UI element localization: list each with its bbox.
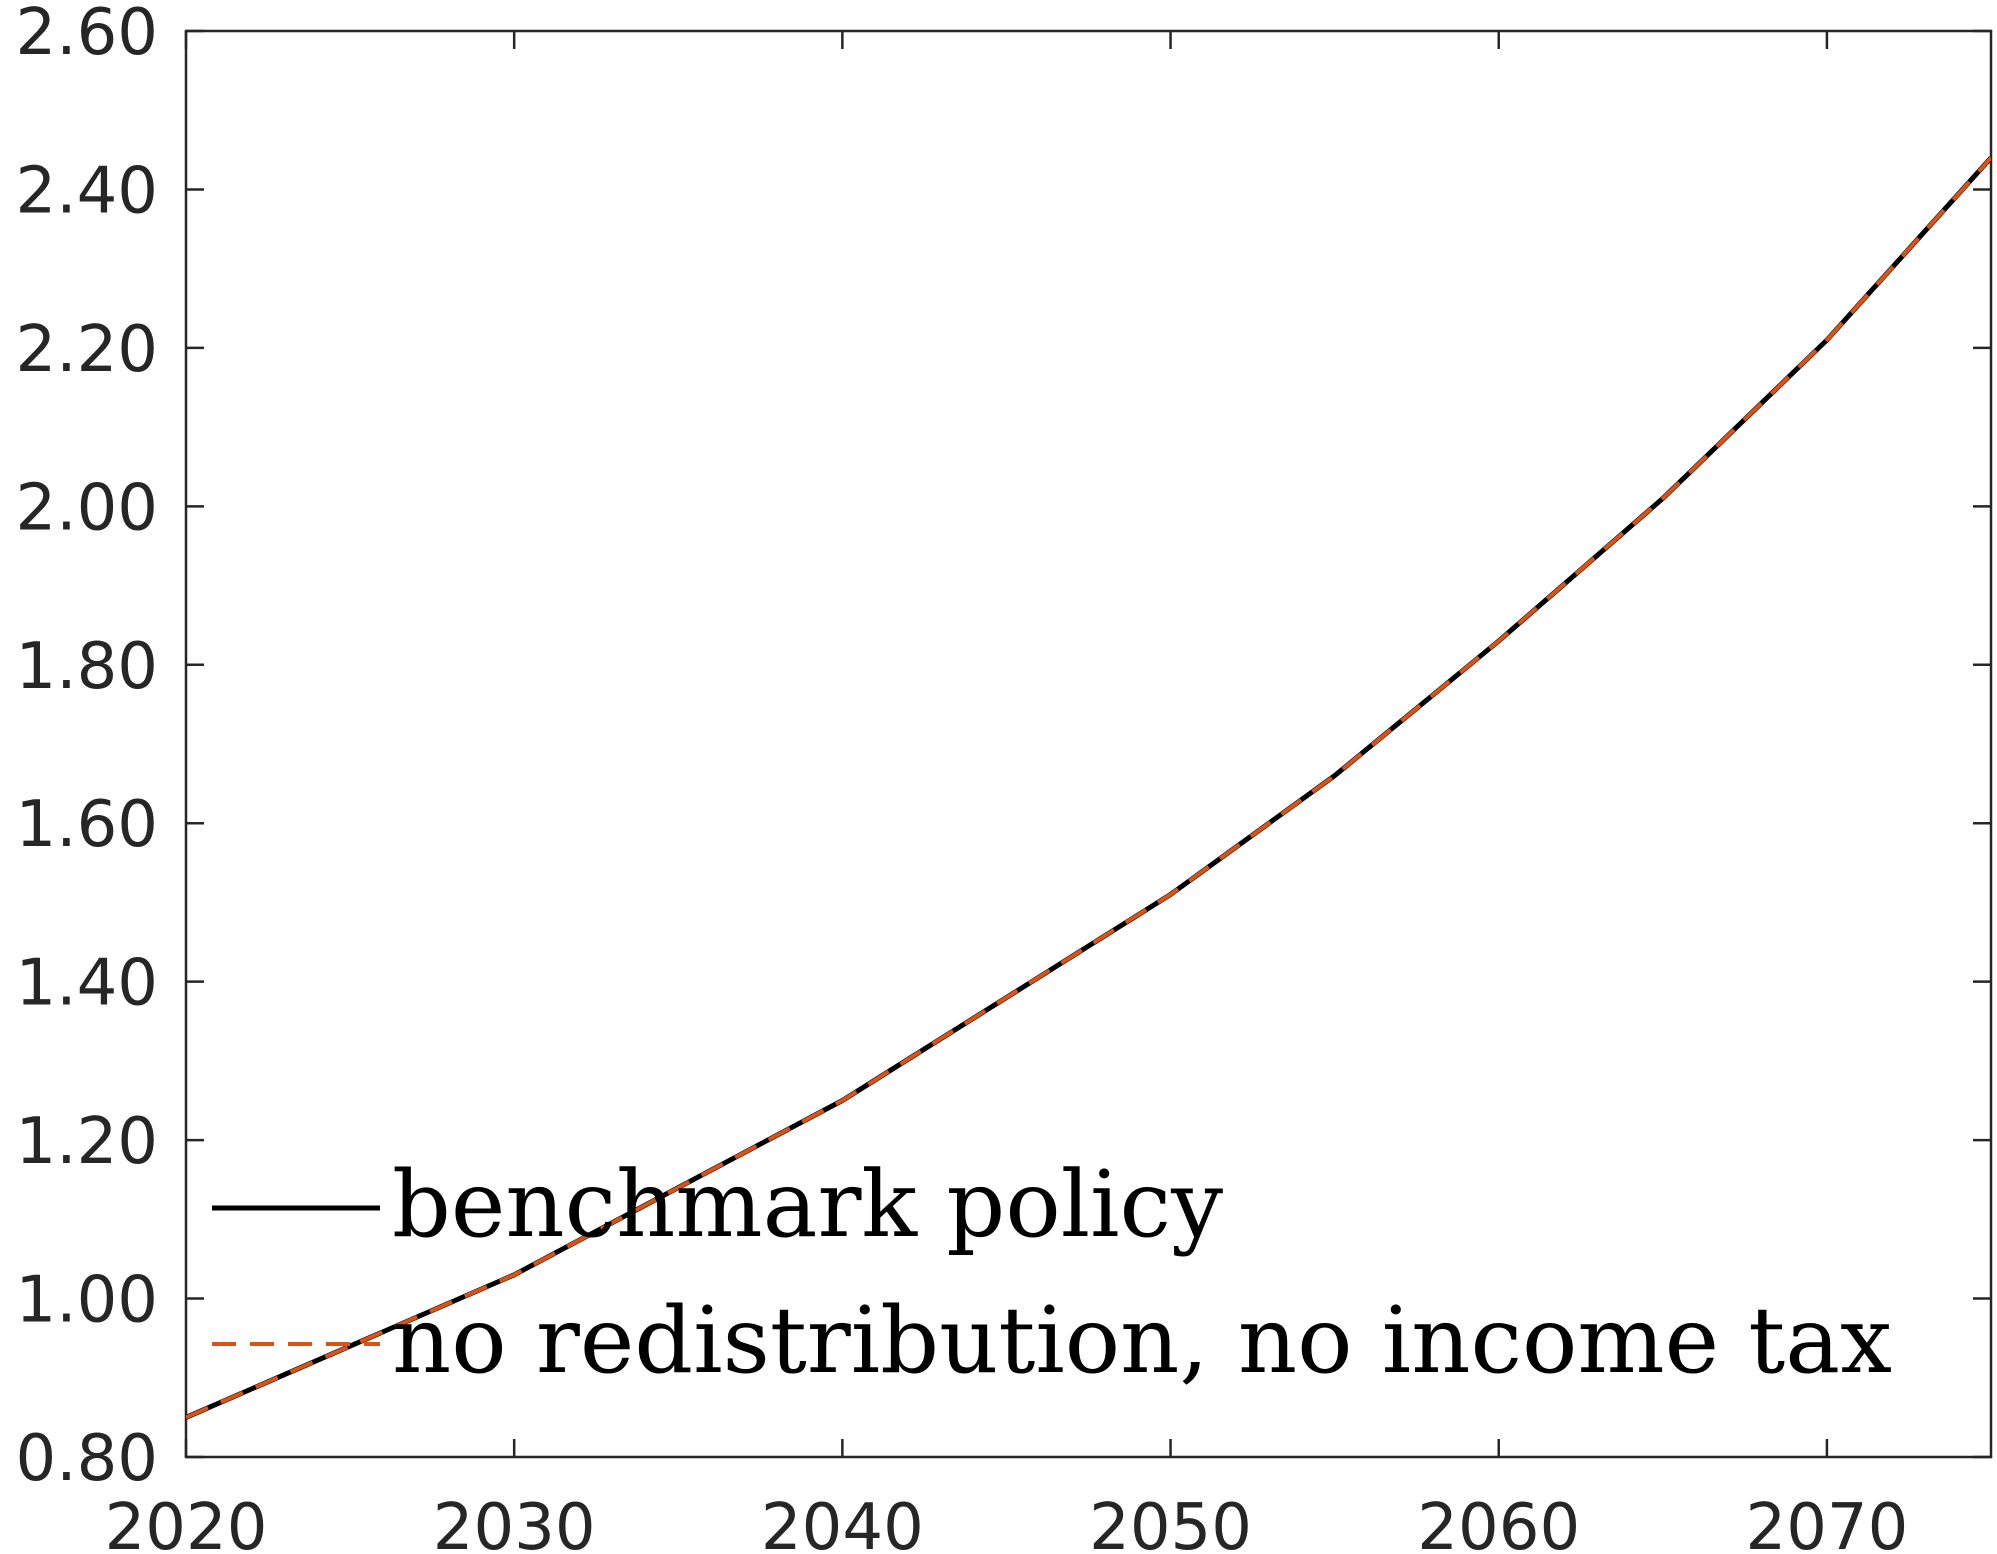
- x-tick-label: 2030: [433, 1491, 596, 1554]
- y-tick-label: 2.20: [16, 313, 159, 387]
- x-tick-label: 2070: [1745, 1491, 1908, 1554]
- y-tick-label: 2.00: [16, 471, 159, 545]
- x-axis: 2020 2030 2040 2050 2060 2070: [105, 31, 1908, 1554]
- y-tick-label: 1.60: [16, 788, 159, 862]
- y-tick-label: 1.40: [16, 947, 159, 1021]
- y-tick-label: 1.80: [16, 630, 159, 704]
- x-tick-label: 2060: [1417, 1491, 1580, 1554]
- y-tick-label: 1.00: [16, 1264, 159, 1338]
- series-layer: [186, 156, 1991, 1420]
- legend: benchmark policy no redistribution, no in…: [212, 1151, 1892, 1394]
- x-tick-label: 2050: [1089, 1491, 1252, 1554]
- x-tick-label: 2040: [761, 1491, 924, 1554]
- plot-area: [184, 29, 1993, 1459]
- series-line-1: [186, 156, 1991, 1420]
- y-axis: 0.80 1.00 1.20 1.40 1.60 1.80 2.00 2.20 2.40 2.60: [16, 0, 1991, 1496]
- y-tick-label: 0.80: [16, 1422, 159, 1496]
- y-tick-label: 1.20: [16, 1105, 159, 1179]
- axes-box: [184, 29, 1993, 1459]
- y-tick-label: 2.60: [16, 0, 159, 70]
- y-tick-label: 2.40: [16, 154, 159, 228]
- legend-label-0: benchmark policy: [392, 1151, 1223, 1258]
- x-tick-label: 2020: [105, 1491, 268, 1554]
- legend-label-1: no redistribution, no income tax: [392, 1287, 1892, 1394]
